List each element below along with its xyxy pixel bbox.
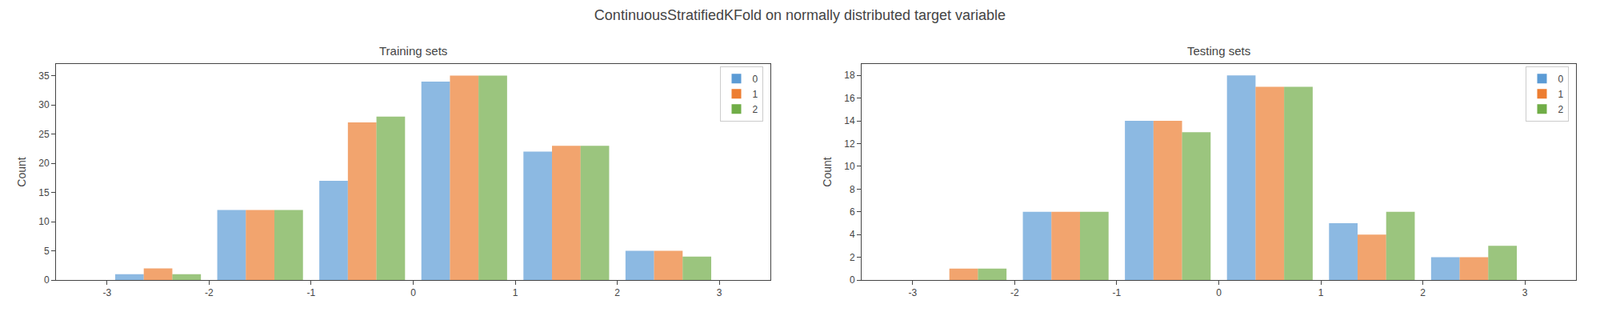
svg-text:0: 0 xyxy=(1216,287,1222,299)
svg-text:0: 0 xyxy=(44,274,50,286)
svg-text:Testing sets: Testing sets xyxy=(1187,44,1251,58)
svg-text:15: 15 xyxy=(38,187,50,199)
svg-text:4: 4 xyxy=(849,228,856,240)
svg-text:ContinuousStratifiedKFold on n: ContinuousStratifiedKFold on normally di… xyxy=(594,7,1006,24)
svg-text:0: 0 xyxy=(1558,73,1564,85)
svg-text:35: 35 xyxy=(38,70,50,82)
svg-text:2: 2 xyxy=(1558,104,1564,116)
svg-text:14: 14 xyxy=(844,115,856,127)
svg-text:-2: -2 xyxy=(1010,287,1020,299)
svg-text:3: 3 xyxy=(1522,287,1528,299)
svg-text:1: 1 xyxy=(512,287,519,299)
svg-text:6: 6 xyxy=(849,206,856,218)
svg-text:5: 5 xyxy=(44,245,50,257)
svg-text:1: 1 xyxy=(1318,287,1324,299)
svg-text:-3: -3 xyxy=(908,287,917,299)
svg-text:2: 2 xyxy=(849,252,856,264)
svg-text:30: 30 xyxy=(38,99,50,111)
svg-text:-1: -1 xyxy=(1112,287,1122,299)
svg-text:2: 2 xyxy=(1420,287,1426,299)
svg-text:0: 0 xyxy=(410,287,416,299)
svg-text:2: 2 xyxy=(614,287,620,299)
svg-text:1: 1 xyxy=(752,88,759,100)
svg-text:16: 16 xyxy=(844,92,856,104)
svg-text:0: 0 xyxy=(752,73,759,85)
svg-text:12: 12 xyxy=(844,138,856,150)
svg-text:-2: -2 xyxy=(204,287,214,299)
svg-text:Count: Count xyxy=(820,156,834,187)
svg-text:0: 0 xyxy=(849,274,856,286)
svg-text:20: 20 xyxy=(38,157,50,169)
svg-text:Training sets: Training sets xyxy=(379,44,448,58)
svg-text:2: 2 xyxy=(752,104,759,116)
svg-text:18: 18 xyxy=(844,69,856,81)
svg-text:3: 3 xyxy=(716,287,723,299)
svg-text:-3: -3 xyxy=(102,287,112,299)
svg-text:1: 1 xyxy=(1558,88,1564,100)
svg-text:Count: Count xyxy=(15,156,28,187)
svg-text:10: 10 xyxy=(38,216,50,228)
svg-text:10: 10 xyxy=(844,160,856,172)
svg-text:25: 25 xyxy=(38,128,50,140)
svg-text:-1: -1 xyxy=(307,287,316,299)
svg-text:8: 8 xyxy=(849,184,856,196)
